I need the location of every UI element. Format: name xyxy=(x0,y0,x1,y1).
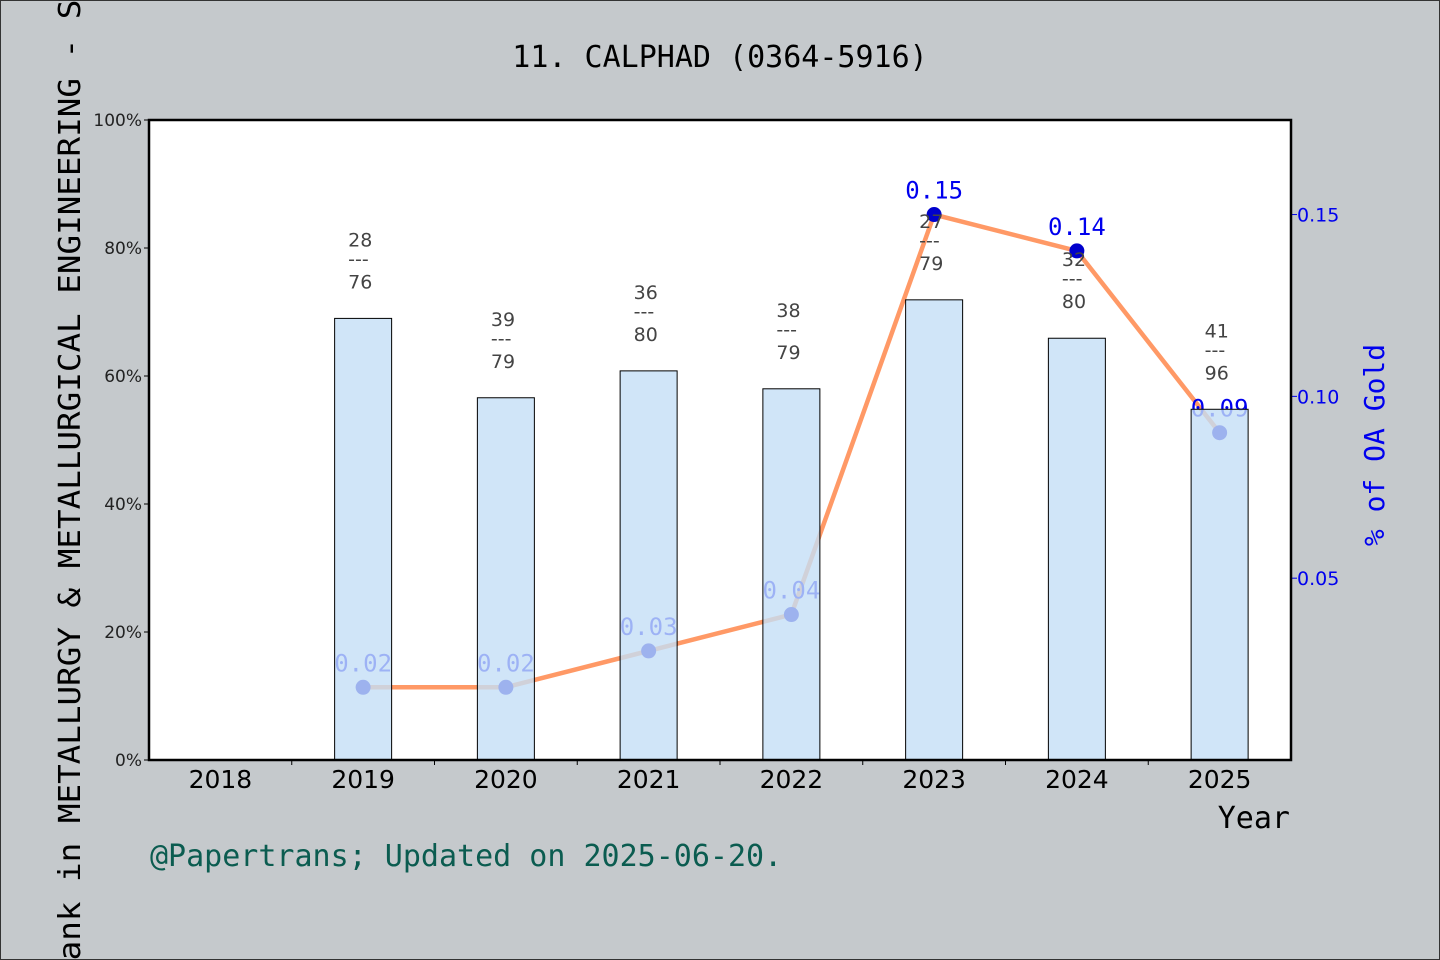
y-axis-label: Rank in METALLURGY & METALLURGICAL ENGIN… xyxy=(53,0,88,960)
y2-tick-label: 0.05 xyxy=(1297,568,1339,590)
rank-label: --- xyxy=(1205,339,1226,361)
footer-credit: @Papertrans; Updated on 2025-06-20. xyxy=(150,839,782,874)
rank-label: --- xyxy=(776,319,797,341)
rank-label: --- xyxy=(348,248,369,270)
rank-bar xyxy=(762,388,821,761)
y2-tick-label: 0.15 xyxy=(1297,205,1339,227)
rank-label: --- xyxy=(491,328,512,350)
rank-label: 27 xyxy=(919,211,943,233)
rank-label: 36 xyxy=(634,282,658,304)
y2-tick-label: 0.10 xyxy=(1297,386,1339,408)
oa-gold-point xyxy=(926,207,942,223)
x-axis-label: Year xyxy=(1218,801,1290,836)
rank-label: 79 xyxy=(776,342,800,364)
rank-bar xyxy=(619,370,678,761)
y-tick-label: 100% xyxy=(93,111,142,131)
rank-label: 41 xyxy=(1205,320,1229,342)
oa-gold-label: 0.15 xyxy=(905,177,963,205)
x-tick-label: 2018 xyxy=(189,765,253,794)
x-tick-label: 2021 xyxy=(617,765,681,794)
rank-label: 39 xyxy=(491,309,515,331)
rank-label: --- xyxy=(634,301,655,323)
rank-bar xyxy=(1047,337,1106,761)
rank-label: 32 xyxy=(1062,249,1086,271)
y-tick-label: 20% xyxy=(104,623,142,643)
rank-label: 80 xyxy=(1062,291,1086,313)
rank-bar xyxy=(476,397,535,761)
x-tick-label: 2022 xyxy=(760,765,824,794)
y-tick-label: 0% xyxy=(115,751,142,771)
rank-label: 28 xyxy=(348,229,372,251)
rank-bar xyxy=(334,317,393,761)
x-tick-label: 2023 xyxy=(902,765,966,794)
rank-label: --- xyxy=(1062,268,1083,290)
chart-title: 11. CALPHAD (0364-5916) xyxy=(512,40,927,75)
y-tick-label: 60% xyxy=(104,367,142,387)
rank-label: 80 xyxy=(634,324,658,346)
y-tick-label: 40% xyxy=(104,495,142,515)
oa-gold-label: 0.14 xyxy=(1048,213,1106,241)
plot-area xyxy=(149,120,1291,760)
x-tick-label: 2024 xyxy=(1045,765,1109,794)
x-tick-label: 2020 xyxy=(474,765,538,794)
x-tick-label: 2019 xyxy=(331,765,395,794)
rank-bar xyxy=(905,299,964,761)
rank-label: 38 xyxy=(776,300,800,322)
oa-gold-point xyxy=(1069,243,1085,259)
rank-bar xyxy=(1190,408,1249,761)
rank-label: 96 xyxy=(1205,362,1229,384)
plot-border xyxy=(147,118,1293,762)
rank-label: 79 xyxy=(491,351,515,373)
y2-axis-label: % of OA Gold xyxy=(1358,344,1391,546)
x-tick-label: 2025 xyxy=(1188,765,1252,794)
rank-label: 79 xyxy=(919,253,943,275)
rank-label: 76 xyxy=(348,271,372,293)
rank-label: --- xyxy=(919,230,940,252)
y-tick-label: 80% xyxy=(104,239,142,259)
